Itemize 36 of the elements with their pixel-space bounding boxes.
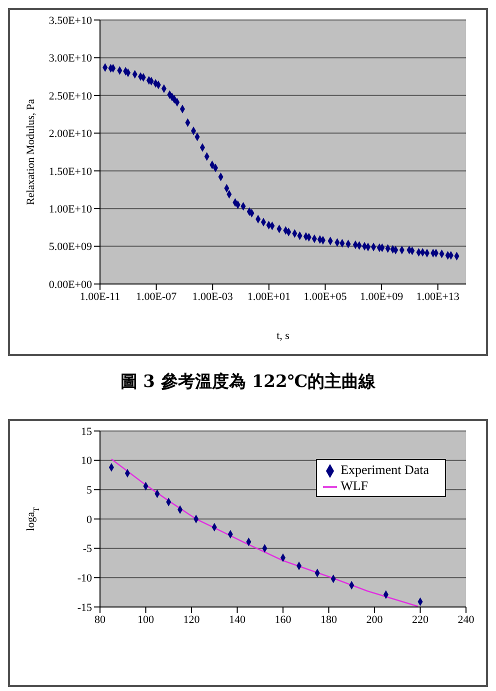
caption: 圖 3 參考溫度為 122℃的主曲線 xyxy=(119,371,377,393)
x-tick-label: 1.00E+13 xyxy=(416,290,460,303)
y-tick-label: 2.50E+10 xyxy=(48,90,92,102)
x-tick-label: 80 xyxy=(94,614,106,626)
legend-label: WLF xyxy=(340,478,368,494)
x-tick-label: 140 xyxy=(229,614,246,626)
y-tick-label: -10 xyxy=(77,572,92,585)
y-tick-label: 3.00E+10 xyxy=(48,52,92,65)
legend-label: Experiment Data xyxy=(340,462,429,477)
y-tick-label: 1.00E+10 xyxy=(48,203,92,216)
x-tick-label: 1.00E-11 xyxy=(80,290,120,303)
x-tick-label: 1.00E+05 xyxy=(304,290,348,303)
x-tick-label: 200 xyxy=(366,614,384,626)
y-tick-label: 0 xyxy=(86,514,92,526)
x-tick-label: 240 xyxy=(458,614,475,626)
y-tick-label: 15 xyxy=(81,426,92,438)
x-tick-label: 1.00E-03 xyxy=(192,290,234,303)
x-tick-label: 1.00E+01 xyxy=(247,290,291,303)
x-tick-label: 220 xyxy=(412,614,429,626)
y-tick-label: 10 xyxy=(81,455,92,468)
y-tick-label: 1.50E+10 xyxy=(48,166,92,178)
y-tick-label: 3.50E+10 xyxy=(48,14,92,27)
x-tick-label: 100 xyxy=(138,614,154,626)
x-tick-label: 120 xyxy=(183,614,200,626)
x-tick-label: 180 xyxy=(320,614,338,626)
x-tick-label: 1.00E-07 xyxy=(136,290,178,303)
y-tick-label: 2.00E+10 xyxy=(48,128,92,140)
y-tick-label: 0.00E+00 xyxy=(48,278,92,291)
y-tick-label: 5 xyxy=(86,484,92,497)
x-axis-title: t, s xyxy=(276,330,290,342)
y-tick-label: -5 xyxy=(82,543,92,556)
y-axis-title: Relaxation Modulus, Pa xyxy=(25,98,37,206)
y-tick-label: -15 xyxy=(77,602,92,614)
x-tick-label: 1.00E+09 xyxy=(360,290,404,303)
y-tick-label: 5.00E+09 xyxy=(48,241,92,254)
x-tick-label: 160 xyxy=(274,614,292,626)
